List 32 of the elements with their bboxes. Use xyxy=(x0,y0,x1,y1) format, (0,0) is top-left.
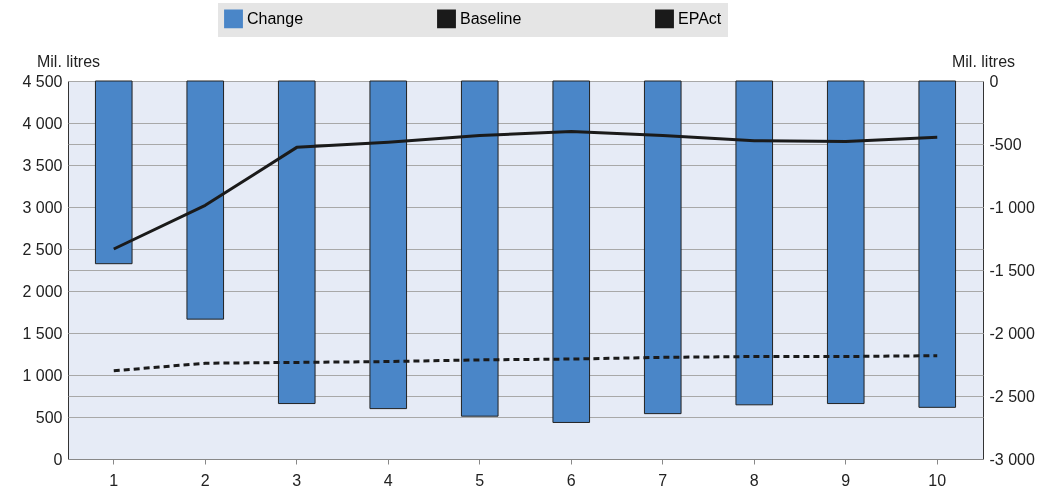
y2-tick-label: -2 000 xyxy=(989,324,1035,342)
y-tick-label: 3 000 xyxy=(22,198,63,216)
y-tick-label: 4 500 xyxy=(22,72,63,90)
x-tick-label: 8 xyxy=(749,471,759,488)
y-tick-label: 4 000 xyxy=(22,114,63,132)
x-tick-label: 1 xyxy=(109,471,119,488)
legend-label: Baseline xyxy=(460,9,522,27)
x-tick-label: 10 xyxy=(928,471,947,488)
legend-label: EPAct xyxy=(678,9,722,27)
x-tick-label: 5 xyxy=(475,471,485,488)
x-tick-label: 3 xyxy=(292,471,302,488)
y-tick-label: 500 xyxy=(35,408,63,426)
x-tick-label: 4 xyxy=(383,471,393,488)
y2-tick-label: -1 500 xyxy=(989,261,1035,279)
y2-tick-label: -3 000 xyxy=(989,450,1035,468)
y2-tick-label: -2 500 xyxy=(989,387,1035,405)
y2-tick-label: -1 000 xyxy=(989,198,1035,216)
y-tick-label: 3 500 xyxy=(22,156,63,174)
x-tick-label: 2 xyxy=(200,471,210,488)
x-tick-label: 6 xyxy=(566,471,576,488)
y2-tick-label: 0 xyxy=(989,72,999,90)
y-tick-label: 2 500 xyxy=(22,240,63,258)
y2-tick-label: -500 xyxy=(989,135,1022,153)
x-tick-label: 7 xyxy=(658,471,668,488)
y-tick-label: 2 000 xyxy=(22,282,63,300)
y-tick-label: 1 000 xyxy=(22,366,63,384)
legend-label: Change xyxy=(247,9,304,27)
y-tick-label: 0 xyxy=(53,450,63,468)
x-tick-label: 9 xyxy=(841,471,851,488)
y2-axis-title: Mil. litres xyxy=(951,52,1016,70)
y-axis-title: Mil. litres xyxy=(36,52,101,70)
y-tick-label: 1 500 xyxy=(22,324,63,342)
